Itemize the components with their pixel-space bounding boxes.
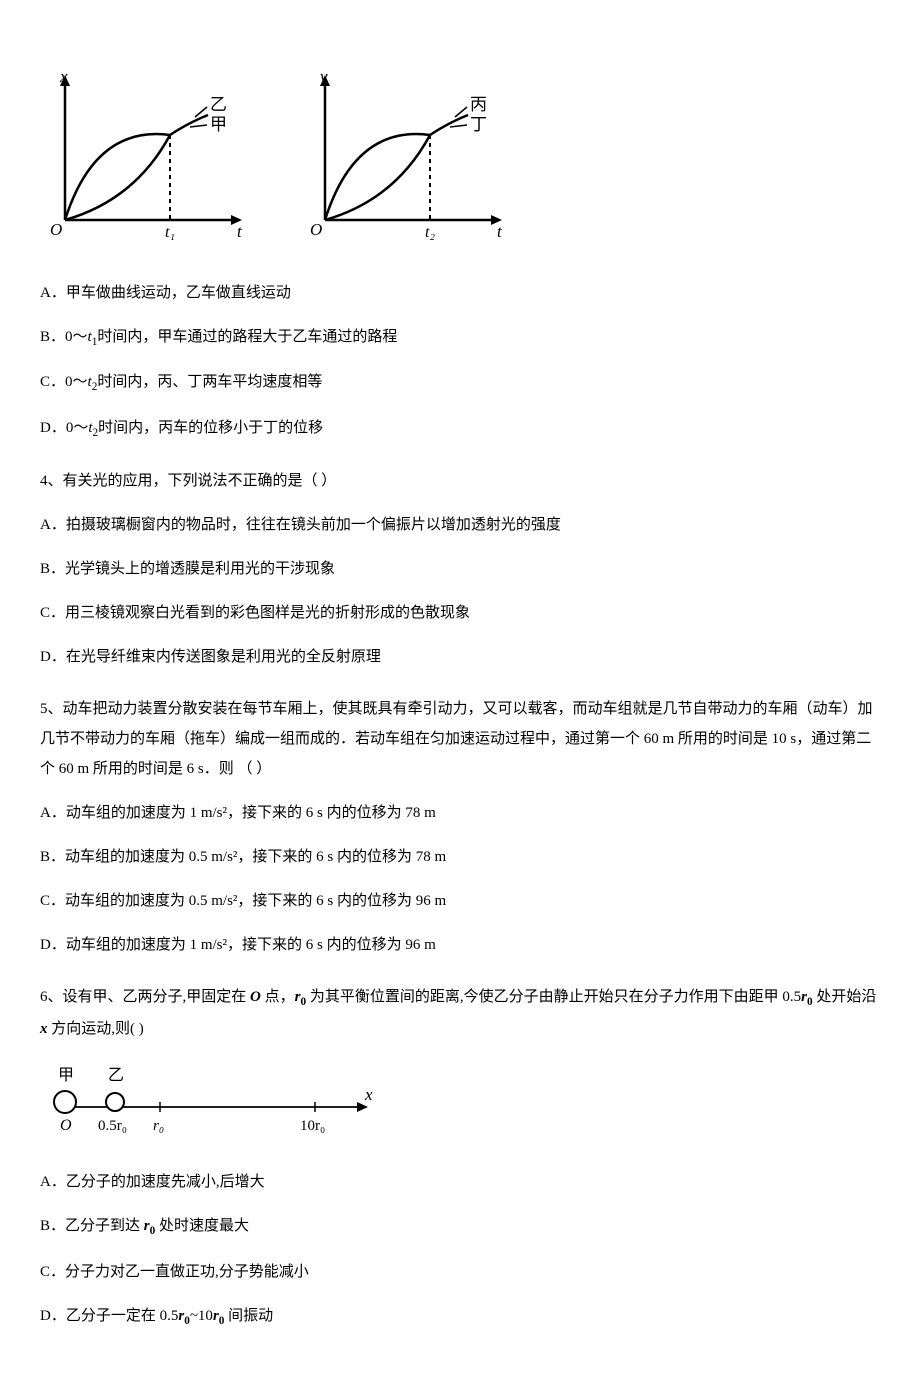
rest: 时间内，丙车的位移小于丁的位移 (98, 420, 323, 436)
prefix: C． (40, 374, 65, 390)
range: 0～ (65, 329, 88, 345)
tick-label: t₁ (165, 224, 175, 241)
origin: O (60, 1117, 72, 1134)
figure-x-t: x O t₁ t 乙 甲 (40, 70, 250, 253)
q3-choice-a: A．甲车做曲线运动，乙车做直线运动 (40, 278, 880, 308)
mid: ~10 (190, 1308, 213, 1324)
pos-05r0: 0.5r₀ (98, 1118, 127, 1134)
q3-choice-b: B．0～t1时间内，甲车通过的路程大于乙车通过的路程 (40, 322, 880, 354)
p3: 为其平衡位置间的距离,今使乙分子由静止开始只在分子力作用下由距甲 0.5 (306, 989, 801, 1005)
p4: 处开始沿 (813, 989, 877, 1005)
figure-x-t-svg: x O t₁ t 乙 甲 (40, 70, 250, 245)
q6-choice-b: B．乙分子到达 r0 处时速度最大 (40, 1211, 880, 1243)
rest: 时间内，丙、丁两车平均速度相等 (97, 374, 322, 390)
rest: 间振动 (224, 1308, 273, 1324)
label-jia: 甲 (58, 1067, 74, 1084)
tick-label: t₂ (425, 224, 435, 241)
curve-lower-label: 甲 (210, 115, 227, 134)
q4-choice-c: C．用三棱镜观察白光看到的彩色图样是光的折射形成的色散现象 (40, 598, 880, 628)
origin-label: O (50, 220, 62, 239)
range: 0～ (66, 420, 89, 436)
q5-choice-b: B．动车组的加速度为 0.5 m/s²，接下来的 6 s 内的位移为 78 m (40, 842, 880, 872)
range: 0～ (65, 374, 88, 390)
prefix: B．乙分子到达 (40, 1218, 144, 1234)
q5-choice-c: C．动车组的加速度为 0.5 m/s²，接下来的 6 s 内的位移为 96 m (40, 886, 880, 916)
curve-lower-label: 丁 (470, 115, 487, 134)
q4-choice-d: D．在光导纤维束内传送图象是利用光的全反射原理 (40, 642, 880, 672)
x: x (40, 1021, 48, 1037)
q6-diagram: 甲 乙 O 0.5r₀ r₀ 10r₀ x (40, 1062, 880, 1150)
x-label: x (364, 1085, 373, 1104)
q5-choice-d: D．动车组的加速度为 1 m/s²，接下来的 6 s 内的位移为 96 m (40, 930, 880, 960)
q4-choice-a: A．拍摄玻璃橱窗内的物品时，往往在镜头前加一个偏振片以增加透射光的强度 (40, 510, 880, 540)
label-yi: 乙 (108, 1067, 124, 1084)
q6-choice-a: A．乙分子的加速度先减小,后增大 (40, 1167, 880, 1197)
x-axis-label: t (237, 222, 243, 241)
p1: 6、设有甲、乙两分子,甲固定在 (40, 989, 250, 1005)
figure-v-t-svg: v O t₂ t 丙 丁 (300, 70, 510, 245)
pos-10r0: 10r₀ (300, 1118, 325, 1134)
prefix: D．乙分子一定在 0.5 (40, 1308, 178, 1324)
q4-stem: 4、有关光的应用，下列说法不正确的是（ ） (40, 466, 880, 496)
q6-stem: 6、设有甲、乙两分子,甲固定在 O 点，r0 为其平衡位置间的距离,今使乙分子由… (40, 982, 880, 1044)
rest: 时间内，甲车通过的路程大于乙车通过的路程 (97, 329, 397, 345)
q6-diagram-svg: 甲 乙 O 0.5r₀ r₀ 10r₀ x (40, 1062, 390, 1142)
x-axis-label: t (497, 222, 503, 241)
pos-r0: r₀ (153, 1118, 164, 1134)
curve-upper-label: 乙 (210, 95, 227, 114)
q4-choice-b: B．光学镜头上的增透膜是利用光的干涉现象 (40, 554, 880, 584)
curve-upper-label: 丙 (470, 95, 487, 114)
q6-choice-c: C．分子力对乙一直做正功,分子势能减小 (40, 1257, 880, 1287)
O: O (250, 989, 261, 1005)
prefix: B． (40, 329, 65, 345)
figures-row: x O t₁ t 乙 甲 v O t₂ t 丙 丁 (40, 70, 880, 253)
p5: 方向运动,则( ) (48, 1021, 144, 1037)
q6-choice-d: D．乙分子一定在 0.5r0~10r0 间振动 (40, 1301, 880, 1333)
q3-choice-c: C．0～t2时间内，丙、丁两车平均速度相等 (40, 367, 880, 399)
y-axis-label: v (320, 70, 328, 86)
y-axis-label: x (59, 70, 68, 86)
prefix: D． (40, 420, 66, 436)
q5-choice-a: A．动车组的加速度为 1 m/s²，接下来的 6 s 内的位移为 78 m (40, 798, 880, 828)
q3-choice-d: D．0～t2时间内，丙车的位移小于丁的位移 (40, 413, 880, 445)
rest: 处时速度最大 (155, 1218, 249, 1234)
figure-v-t: v O t₂ t 丙 丁 (300, 70, 510, 253)
origin-label: O (310, 220, 322, 239)
p2: 点， (261, 989, 295, 1005)
q5-stem: 5、动车把动力装置分散安装在每节车厢上，使其既具有牵引动力，又可以载客，而动车组… (40, 694, 880, 784)
